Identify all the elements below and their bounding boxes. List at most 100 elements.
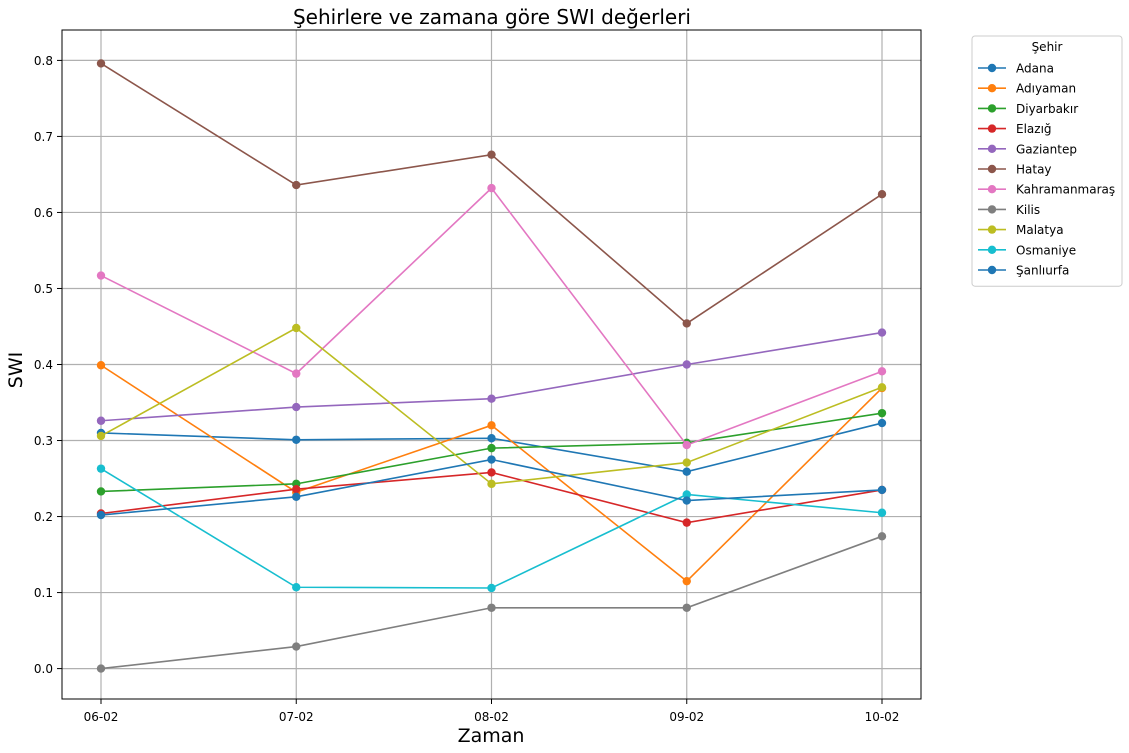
data-point	[292, 484, 301, 494]
data-point	[877, 328, 887, 337]
legend-swatch-marker	[987, 225, 997, 234]
data-point	[877, 383, 887, 392]
series-9	[96, 464, 887, 593]
series-10	[96, 455, 887, 520]
data-point	[96, 431, 106, 441]
data-point	[96, 361, 106, 370]
data-point	[487, 468, 496, 477]
series-6	[96, 183, 887, 450]
data-point	[96, 59, 106, 68]
data-point	[682, 490, 691, 499]
data-point	[877, 532, 887, 541]
data-point	[682, 603, 691, 612]
legend-swatch-marker	[987, 104, 997, 113]
legend-label: Malatya	[1016, 223, 1064, 237]
legend-label: Gaziantep	[1016, 142, 1077, 156]
legend-swatch-marker	[987, 124, 997, 133]
data-point	[682, 576, 691, 586]
data-point	[877, 485, 887, 495]
chart-title: Şehirlere ve zamana göre SWI değerleri	[293, 5, 691, 29]
data-point	[96, 464, 106, 473]
legend-swatch-marker	[987, 205, 997, 214]
plot-frame	[61, 29, 922, 700]
data-point	[487, 603, 496, 612]
y-tick-label: 0.0	[34, 662, 53, 676]
data-point	[877, 508, 887, 517]
data-point	[682, 496, 691, 505]
data-point	[292, 583, 301, 592]
series-4	[96, 328, 887, 425]
legend-label: Adana	[1016, 62, 1054, 76]
y-tick-label: 0.2	[34, 510, 53, 524]
data-point	[877, 190, 887, 199]
x-tick-label: 08-02	[474, 710, 509, 724]
y-tick-label: 0.4	[34, 358, 53, 372]
data-point	[682, 467, 691, 476]
data-point	[487, 479, 496, 489]
legend: Şehir Adana Adıyaman Diyarbakır Elazığ Gazian…	[971, 35, 1123, 287]
data-point	[487, 455, 496, 464]
y-axis-label: SWI	[5, 352, 27, 388]
legend-label: Adıyaman	[1016, 82, 1076, 96]
y-tick-label: 0.5	[34, 282, 53, 296]
data-point	[292, 369, 301, 378]
legend-swatch-marker	[987, 245, 997, 254]
legend-swatch-marker	[987, 185, 997, 194]
data-point	[292, 435, 301, 444]
y-tick-label: 0.6	[34, 206, 53, 220]
series-8	[96, 323, 887, 489]
series-5	[96, 59, 887, 328]
data-point	[487, 421, 496, 430]
x-tick-label: 06-02	[84, 710, 119, 724]
y-tick-label: 0.3	[34, 434, 53, 448]
x-tick-label: 09-02	[669, 710, 704, 724]
grid	[62, 30, 921, 699]
data-point	[682, 518, 691, 527]
data-point	[96, 271, 106, 280]
data-point	[682, 458, 691, 467]
legend-label: Hatay	[1016, 163, 1052, 177]
data-point	[877, 367, 887, 376]
legend-label: Osmaniye	[1016, 243, 1076, 257]
data-point	[96, 487, 106, 496]
data-point	[96, 416, 106, 425]
data-point	[292, 402, 301, 412]
data-point	[682, 360, 691, 369]
y-tick-label: 0.1	[34, 586, 53, 600]
data-point	[877, 418, 887, 428]
data-point	[682, 440, 691, 450]
data-point	[292, 492, 301, 501]
legend-swatch-marker	[987, 265, 997, 275]
data-point	[292, 323, 301, 333]
data-point	[877, 408, 887, 418]
x-axis-label: Zaman	[458, 725, 525, 747]
legend-label: Elazığ	[1016, 122, 1052, 136]
data-point	[487, 583, 496, 593]
axis-ticks: 06-02 07-02 08-02 09-02 10-02 0.0 0.1 0.2 0.3 0.4…	[34, 54, 900, 724]
legend-label: Şanlıurfa	[1016, 264, 1069, 278]
y-tick-label: 0.7	[34, 130, 53, 144]
data-point	[292, 642, 301, 651]
x-tick-label: 10-02	[865, 710, 900, 724]
x-tick-label: 07-02	[279, 710, 314, 724]
series-7	[96, 532, 887, 673]
data-point	[487, 443, 496, 453]
legend-swatch-marker	[987, 63, 997, 73]
data-point	[96, 510, 106, 520]
data-point	[487, 394, 496, 403]
data-point	[487, 150, 496, 159]
legend-label: Kahramanmaraş	[1016, 183, 1115, 197]
legend-label: Kilis	[1016, 203, 1040, 217]
legend-swatch-marker	[987, 84, 997, 93]
series-layer	[96, 59, 887, 673]
y-tick-label: 0.8	[34, 54, 53, 68]
legend-swatch-marker	[987, 144, 997, 153]
data-point	[96, 664, 106, 673]
data-point	[682, 319, 691, 328]
legend-title: Şehir	[1032, 40, 1063, 54]
legend-label: Diyarbakır	[1016, 102, 1078, 116]
data-point	[292, 180, 301, 190]
legend-box	[971, 35, 1123, 287]
